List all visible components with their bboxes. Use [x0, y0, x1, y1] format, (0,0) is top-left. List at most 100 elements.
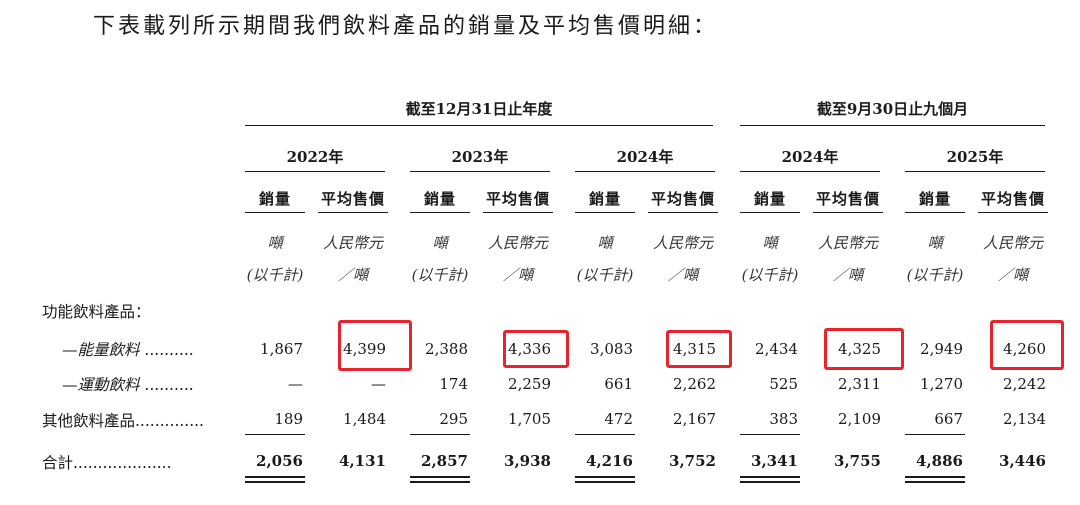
highlight-box-2024-9m-price [824, 328, 904, 370]
year-rule [740, 171, 880, 172]
year-rule [905, 171, 1045, 172]
cell-other-2025-9m-price: 2,134 [1003, 410, 1046, 428]
unit-price: 人民幣元 [487, 234, 548, 252]
subheader-price: 平均售價 [485, 190, 550, 208]
year-header-2022: 2022年 [286, 148, 344, 166]
cell-sports-2022-price: — [371, 375, 386, 393]
cell-other-2022-volume: 189 [274, 410, 303, 428]
total-double-rule [575, 476, 635, 478]
unit-volume: 噸 [762, 234, 778, 252]
subheader-volume: 銷量 [753, 190, 786, 208]
total-double-rule [905, 481, 965, 483]
unit-volume: 噸 [597, 234, 613, 252]
cell-other-2022-price: 1,484 [343, 410, 386, 428]
unit-price-per-ton: ／噸 [997, 266, 1028, 284]
subheader-rule [813, 212, 883, 213]
year-rule [245, 171, 385, 172]
unit-volume-thousands: (以千計) [411, 266, 469, 284]
cell-energy-2024-9m-volume: 2,434 [755, 340, 798, 358]
subheader-rule [905, 212, 965, 213]
unit-volume-thousands: (以千計) [576, 266, 634, 284]
unit-price: 人民幣元 [322, 234, 383, 252]
cell-sports-2024-volume: 661 [604, 375, 633, 393]
subheader-rule [245, 212, 305, 213]
subheader-price: 平均售價 [650, 190, 715, 208]
cell-sports-2024-9m-volume: 525 [769, 375, 798, 393]
cell-energy-2025-9m-price: 4,260 [1003, 340, 1046, 358]
subheader-rule [648, 212, 718, 213]
row-label-functional: 功能飲料產品： [42, 303, 151, 321]
year-header-2025-9m: 2025年 [946, 148, 1004, 166]
total-double-rule [245, 481, 305, 483]
cell-total-2024-9m-price: 3,755 [834, 452, 881, 470]
cell-energy-2024-9m-price: 4,325 [838, 340, 881, 358]
unit-price-per-ton: ／噸 [337, 266, 368, 284]
total-double-rule [740, 481, 800, 483]
unit-price: 人民幣元 [817, 234, 878, 252]
unit-price: 人民幣元 [982, 234, 1043, 252]
cell-energy-2022-price: 4,399 [343, 340, 386, 358]
unit-price-per-ton: ／噸 [832, 266, 863, 284]
cell-sports-2025-9m-price: 2,242 [1003, 375, 1046, 393]
cell-total-2025-9m-volume: 4,886 [916, 452, 963, 470]
group-header-ninemonths: 截至9月30日止九個月 [816, 100, 969, 118]
cell-sports-2023-volume: 174 [439, 375, 468, 393]
highlight-box-2025-9m-price [990, 320, 1064, 370]
cell-total-2025-9m-price: 3,446 [999, 452, 1046, 470]
group-rule-ninemonths [740, 125, 1045, 126]
total-double-rule [905, 476, 965, 478]
cell-sports-2024-9m-price: 2,311 [838, 375, 881, 393]
cell-other-2024-9m-volume: 383 [769, 410, 798, 428]
subheader-rule [978, 212, 1048, 213]
year-header-2024-9m: 2024年 [781, 148, 839, 166]
highlight-box-2022-price [338, 320, 412, 371]
subheader-rule [740, 212, 800, 213]
subtotal-rule [905, 434, 965, 435]
unit-volume: 噸 [267, 234, 283, 252]
unit-price-per-ton: ／噸 [502, 266, 533, 284]
subheader-price: 平均售價 [320, 190, 385, 208]
unit-volume-thousands: (以千計) [906, 266, 964, 284]
unit-volume: 噸 [432, 234, 448, 252]
cell-energy-2022-volume: 1,867 [260, 340, 303, 358]
group-header-annual: 截至12月31日止年度 [405, 100, 553, 118]
cell-total-2022-price: 4,131 [339, 452, 386, 470]
cell-energy-2025-9m-volume: 2,949 [920, 340, 963, 358]
unit-volume-thousands: (以千計) [741, 266, 799, 284]
subtotal-rule [575, 434, 635, 435]
cell-other-2023-volume: 295 [439, 410, 468, 428]
group-rule-annual [245, 125, 713, 126]
unit-volume-thousands: (以千計) [246, 266, 304, 284]
subheader-rule [410, 212, 470, 213]
row-label-other: 其他飲料產品.............. [42, 412, 204, 430]
total-double-rule [575, 481, 635, 483]
intro-text: 下表載列所示期間我們飲料產品的銷量及平均售價明細： [93, 14, 719, 39]
unit-volume: 噸 [927, 234, 943, 252]
row-label-energy: —能量飲料 .......... [62, 341, 194, 359]
year-rule [575, 171, 715, 172]
subheader-rule [483, 212, 553, 213]
cell-total-2023-volume: 2,857 [421, 452, 468, 470]
total-double-rule [410, 476, 470, 478]
subheader-volume: 銷量 [588, 190, 621, 208]
highlight-box-2024-price [666, 330, 732, 368]
subtotal-rule [410, 434, 470, 435]
cell-sports-2025-9m-volume: 1,270 [920, 375, 963, 393]
highlight-box-2023-price [503, 330, 569, 368]
cell-other-2025-9m-volume: 667 [934, 410, 963, 428]
cell-other-2024-9m-price: 2,109 [838, 410, 881, 428]
subheader-price: 平均售價 [815, 190, 880, 208]
cell-energy-2023-price: 4,336 [508, 340, 551, 358]
cell-sports-2024-price: 2,262 [673, 375, 716, 393]
year-header-2024: 2024年 [616, 148, 674, 166]
year-header-2023: 2023年 [451, 148, 509, 166]
subheader-rule [575, 212, 635, 213]
cell-total-2024-price: 3,752 [669, 452, 716, 470]
cell-total-2024-9m-volume: 3,341 [751, 452, 798, 470]
cell-total-2023-price: 3,938 [504, 452, 551, 470]
row-label-sports: —運動飲料 .......... [62, 376, 194, 394]
total-double-rule [740, 476, 800, 478]
total-double-rule [410, 481, 470, 483]
subtotal-rule [740, 434, 800, 435]
subheader-volume: 銷量 [423, 190, 456, 208]
